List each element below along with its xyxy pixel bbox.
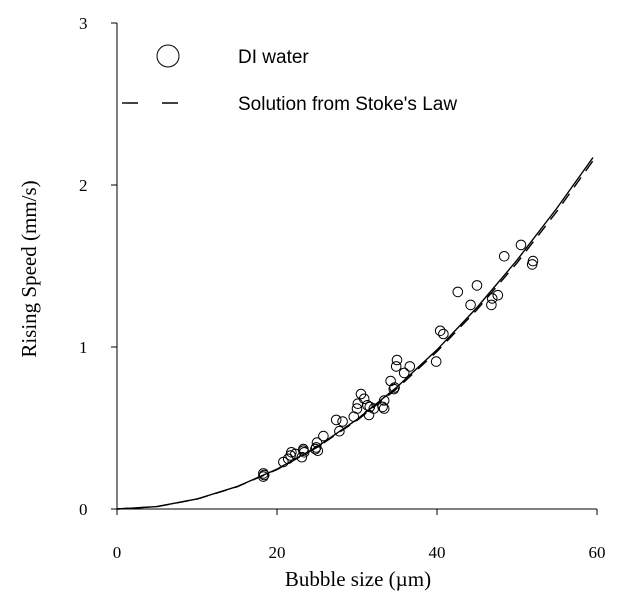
data-point: [337, 416, 348, 427]
y-tick-label: 3: [79, 14, 88, 33]
y-tick-label: 0: [79, 500, 88, 519]
data-point: [434, 325, 446, 337]
x-tick-label: 20: [269, 543, 286, 562]
data-point: [258, 468, 269, 479]
data-point: [438, 328, 449, 340]
data-point: [390, 361, 402, 372]
data-point: [258, 471, 269, 482]
x-axis-title: Bubble size (µm): [285, 567, 431, 591]
data-point: [527, 255, 539, 267]
data-point: [452, 286, 464, 298]
axes: 0 1 2 3 0 20 40 60: [79, 14, 606, 562]
data-point: [298, 443, 309, 455]
data-point: [311, 437, 323, 448]
data-point: [498, 250, 510, 262]
data-point: [486, 299, 497, 311]
data-point: [471, 280, 483, 291]
data-point: [330, 414, 342, 426]
x-tick-label: 60: [589, 543, 606, 562]
y-tick-label: 1: [79, 338, 88, 357]
data-point: [526, 259, 538, 270]
legend-marker-di-water: [156, 44, 180, 68]
data-point: [358, 393, 370, 405]
plot-area: [116, 157, 594, 510]
data-point: [465, 299, 476, 311]
data-point: [430, 356, 442, 367]
data-point: [310, 443, 321, 455]
data-point: [377, 401, 388, 413]
data-point: [378, 403, 390, 414]
data-point: [389, 382, 400, 393]
data-point: [312, 445, 324, 457]
stokes-law-dashed-line: [116, 160, 594, 510]
legend: DI water Solution from Stoke's Law: [122, 44, 457, 115]
data-point: [378, 395, 390, 406]
data-point: [391, 354, 403, 366]
data-point: [404, 361, 416, 372]
data-point: [398, 367, 410, 379]
legend-label-stokes-law: Solution from Stoke's Law: [238, 94, 457, 115]
x-tick-label: 0: [113, 543, 122, 562]
data-point: [334, 425, 345, 437]
legend-label-di-water: DI water: [238, 47, 309, 68]
fit-solid-line: [116, 157, 594, 510]
x-tick-label: 40: [429, 543, 446, 562]
data-point: [282, 453, 294, 465]
data-point: [388, 383, 400, 395]
data-point: [492, 289, 504, 301]
data-point: [351, 403, 363, 414]
y-tick-label: 2: [79, 176, 88, 195]
data-point: [515, 239, 527, 251]
data-point: [486, 293, 498, 304]
data-point: [296, 451, 308, 463]
data-point: [318, 430, 329, 442]
data-point: [258, 469, 270, 481]
y-axis-title: Rising Speed (mm/s): [17, 180, 41, 357]
